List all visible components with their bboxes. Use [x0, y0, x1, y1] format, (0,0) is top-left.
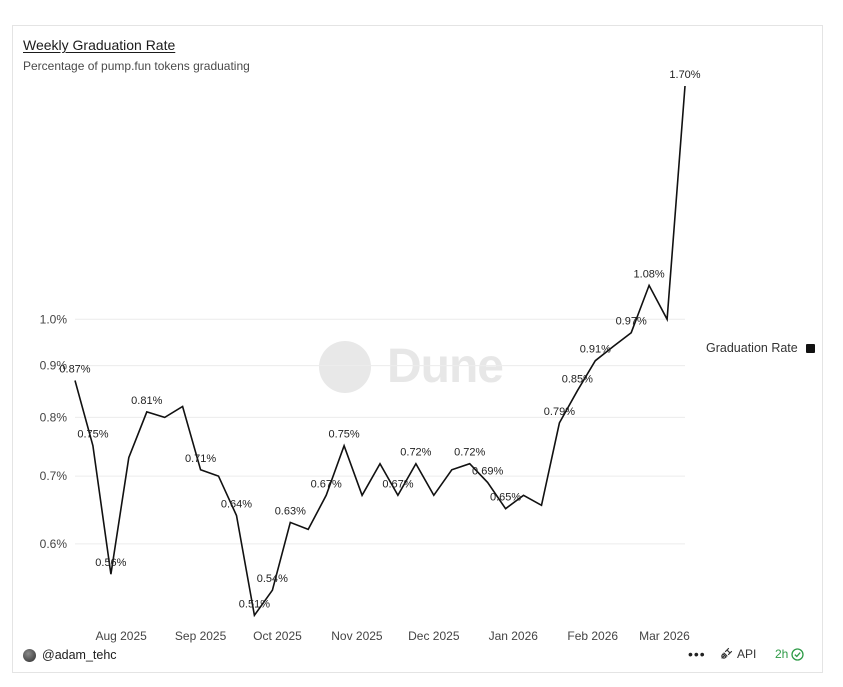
- more-options-icon[interactable]: •••: [688, 646, 706, 662]
- data-label: 0.87%: [59, 363, 90, 375]
- y-tick-label: 1.0%: [40, 312, 68, 326]
- check-circle-icon: [791, 648, 804, 661]
- data-label: 0.75%: [77, 429, 108, 441]
- legend-label: Graduation Rate: [706, 341, 798, 355]
- data-label: 0.54%: [257, 573, 288, 585]
- author-name: @adam_tehc: [42, 648, 117, 662]
- footer: @adam_tehc ••• API 2h: [13, 642, 822, 672]
- data-label: 1.08%: [634, 268, 665, 280]
- refresh-status[interactable]: 2h: [775, 647, 804, 661]
- x-tick-label: Oct 2025: [253, 629, 302, 643]
- x-tick-label: Mar 2026: [639, 629, 690, 643]
- y-tick-label: 0.7%: [40, 469, 68, 483]
- x-tick-label: Jan 2026: [489, 629, 539, 643]
- x-tick-label: Nov 2025: [331, 629, 383, 643]
- data-label: 0.69%: [472, 465, 503, 477]
- api-button[interactable]: API: [719, 647, 756, 661]
- y-tick-label: 0.6%: [40, 537, 68, 551]
- data-label: 1.70%: [669, 69, 700, 81]
- x-tick-label: Dec 2025: [408, 629, 460, 643]
- data-label: 0.75%: [329, 429, 360, 441]
- line-chart: 0.6%0.7%0.8%0.9%1.0%Aug 2025 Sep 2025 Oct …: [13, 26, 824, 646]
- data-label: 0.56%: [95, 557, 126, 569]
- data-label: 0.85%: [562, 374, 593, 386]
- data-label: 0.67%: [311, 478, 342, 490]
- author[interactable]: @adam_tehc: [23, 648, 117, 662]
- api-label: API: [737, 647, 756, 661]
- data-label: 0.63%: [275, 505, 306, 517]
- data-label: 0.65%: [490, 492, 521, 504]
- data-label: 0.72%: [400, 447, 431, 459]
- data-label: 0.91%: [580, 344, 611, 356]
- x-tick-label: Feb 2026: [567, 629, 618, 643]
- legend[interactable]: Graduation Rate: [706, 341, 815, 355]
- data-label: 0.64%: [221, 498, 252, 510]
- y-tick-label: 0.8%: [40, 410, 68, 424]
- avatar: [23, 649, 36, 662]
- data-label: 0.81%: [131, 395, 162, 407]
- data-label: 0.51%: [239, 598, 270, 610]
- chart-card: Weekly Graduation Rate Percentage of pum…: [12, 25, 823, 673]
- data-label: 0.67%: [382, 478, 413, 490]
- data-label: 0.71%: [185, 453, 216, 465]
- refresh-time: 2h: [775, 647, 788, 661]
- data-label: 0.79%: [544, 406, 575, 418]
- data-label: 0.72%: [454, 447, 485, 459]
- x-tick-label: Sep 2025: [175, 629, 227, 643]
- x-tick-label: Aug 2025: [95, 629, 147, 643]
- data-label: 0.97%: [616, 316, 647, 328]
- legend-swatch-icon: [806, 344, 815, 353]
- plug-icon: [719, 647, 733, 661]
